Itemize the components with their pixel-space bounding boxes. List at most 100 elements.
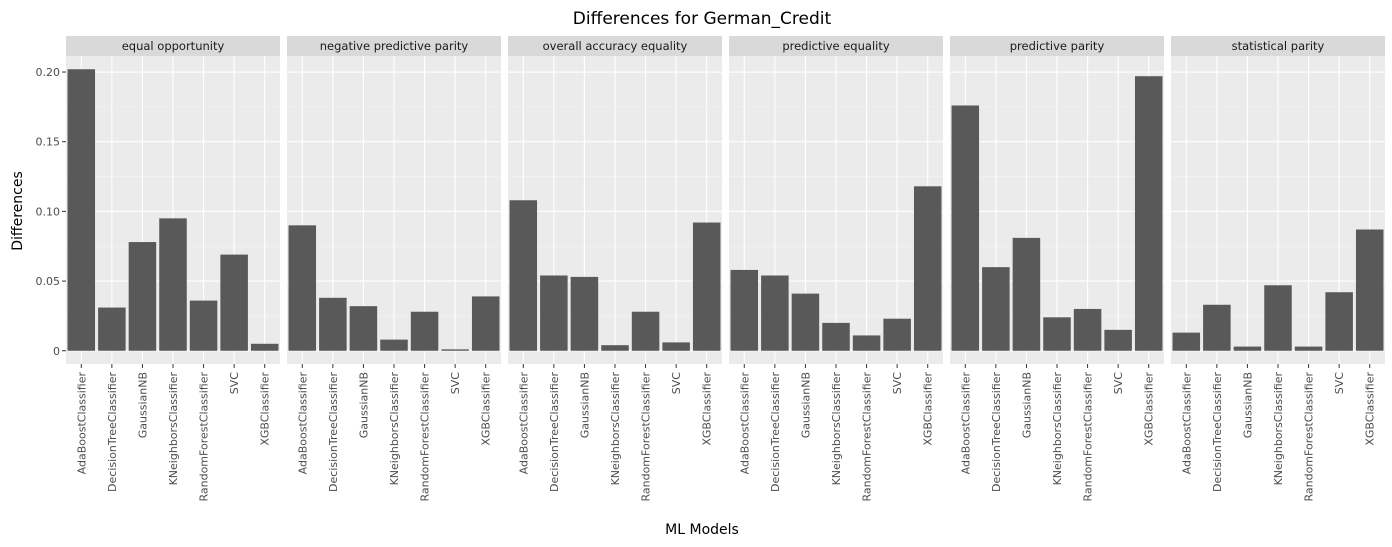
bar-equal-opportunity-svc <box>220 254 248 351</box>
y-tick-label: 0.10 <box>36 205 61 218</box>
bar-predictive-equality-xgbclassifier <box>913 186 942 351</box>
x-tick-label: GaussianNB <box>1241 372 1254 438</box>
x-tick-label: XGBClassifier <box>922 372 935 446</box>
bar-overall-accuracy-equality-kneighborsclassifier <box>601 345 629 351</box>
bar-equal-opportunity-xgbclassifier <box>250 343 279 351</box>
x-tick-label: KNeighborsClassifier <box>1051 372 1064 486</box>
x-tick-label: KNeighborsClassifier <box>388 372 401 486</box>
x-tick-label: RandomForestClassifier <box>1303 372 1316 502</box>
facet-strip <box>508 36 722 56</box>
bar-overall-accuracy-equality-decisiontreeclassifier <box>540 275 568 351</box>
bar-overall-accuracy-equality-randomforestclassifier <box>631 311 660 351</box>
facet-strip-label: statistical parity <box>1232 39 1325 53</box>
x-tick-label: RandomForestClassifier <box>419 372 432 502</box>
bar-equal-opportunity-gaussiannb <box>128 242 157 351</box>
x-tick-label: GaussianNB <box>799 372 812 438</box>
facet-strip-label: predictive parity <box>1010 39 1105 53</box>
facet-panel-overall-accuracy-equality: overall accuracy equality AdaBoostClassif… <box>508 36 722 502</box>
bar-overall-accuracy-equality-adaboostclassifier <box>509 200 538 351</box>
bar-predictive-parity-decisiontreeclassifier <box>982 267 1010 351</box>
bar-statistical-parity-gaussiannb <box>1233 346 1262 351</box>
facet-strip-label: equal opportunity <box>122 39 225 53</box>
facet-panel-equal-opportunity: equal opportunity AdaBoostClassifier Decis… <box>66 36 280 502</box>
facet-strip-label: negative predictive parity <box>320 39 469 53</box>
x-tick-label: AdaBoostClassifier <box>959 372 972 475</box>
facet-panel-predictive-equality: predictive equality AdaBoostClassifier Dec… <box>729 36 943 502</box>
facet-panel-predictive-parity: predictive parity AdaBoostClassifier Decis… <box>950 36 1164 502</box>
bar-negative-predictive-parity-adaboostclassifier <box>288 225 317 351</box>
x-tick-label: DecisionTreeClassifier <box>769 372 782 492</box>
bar-equal-opportunity-randomforestclassifier <box>189 300 218 351</box>
x-tick-label: RandomForestClassifier <box>198 372 211 502</box>
x-tick-label: SVC <box>670 372 683 395</box>
x-tick-label: KNeighborsClassifier <box>830 372 843 486</box>
x-tick-label: XGBClassifier <box>1143 372 1156 446</box>
x-tick-label: DecisionTreeClassifier <box>1211 372 1224 492</box>
x-axis-title: ML Models <box>665 522 739 538</box>
bar-negative-predictive-parity-gaussiannb <box>349 306 378 351</box>
x-tick-label: KNeighborsClassifier <box>167 372 180 486</box>
x-tick-label: XGBClassifier <box>480 372 493 446</box>
x-tick-label: KNeighborsClassifier <box>1272 372 1285 486</box>
bar-overall-accuracy-equality-svc <box>662 342 690 351</box>
x-tick-label: XGBClassifier <box>1364 372 1377 446</box>
x-tick-label: GaussianNB <box>578 372 591 438</box>
x-tick-label: AdaBoostClassifier <box>1180 372 1193 475</box>
facet-strip <box>1171 36 1385 56</box>
bar-predictive-parity-svc <box>1104 329 1132 351</box>
x-tick-label: RandomForestClassifier <box>640 372 653 502</box>
x-tick-label: KNeighborsClassifier <box>609 372 622 486</box>
x-tick-label: SVC <box>1333 372 1346 395</box>
bar-negative-predictive-parity-svc <box>441 349 469 351</box>
facet-panels: equal opportunity AdaBoostClassifier Decis… <box>66 36 1385 502</box>
bar-predictive-equality-gaussiannb <box>791 293 820 351</box>
bar-predictive-equality-decisiontreeclassifier <box>761 275 789 351</box>
y-tick-label: 0 <box>53 345 60 358</box>
bar-overall-accuracy-equality-gaussiannb <box>570 276 599 351</box>
facet-panel-negative-predictive-parity: negative predictive parity AdaBoostClassi… <box>287 36 501 502</box>
bar-negative-predictive-parity-kneighborsclassifier <box>380 339 408 351</box>
x-tick-label: RandomForestClassifier <box>1082 372 1095 502</box>
facet-strip <box>950 36 1164 56</box>
bar-predictive-parity-adaboostclassifier <box>951 105 980 351</box>
x-tick-label: AdaBoostClassifier <box>738 372 751 475</box>
x-tick-label: DecisionTreeClassifier <box>327 372 340 492</box>
x-tick-label: DecisionTreeClassifier <box>106 372 119 492</box>
bar-negative-predictive-parity-decisiontreeclassifier <box>319 297 347 351</box>
bar-equal-opportunity-kneighborsclassifier <box>159 218 187 351</box>
x-tick-label: SVC <box>228 372 241 395</box>
bar-equal-opportunity-decisiontreeclassifier <box>98 307 126 351</box>
bar-overall-accuracy-equality-xgbclassifier <box>692 222 721 351</box>
facet-strip-label: overall accuracy equality <box>543 39 688 53</box>
bar-equal-opportunity-adaboostclassifier <box>67 69 96 351</box>
x-tick-label: SVC <box>891 372 904 395</box>
y-tick-label: 0.15 <box>36 136 61 149</box>
bar-statistical-parity-kneighborsclassifier <box>1264 285 1292 351</box>
bar-predictive-equality-kneighborsclassifier <box>822 322 850 351</box>
x-tick-label: SVC <box>449 372 462 395</box>
x-tick-label: XGBClassifier <box>701 372 714 446</box>
x-tick-label: RandomForestClassifier <box>861 372 874 502</box>
bar-statistical-parity-xgbclassifier <box>1355 229 1384 351</box>
x-tick-label: SVC <box>1112 372 1125 395</box>
y-tick-label: 0.20 <box>36 66 61 79</box>
bar-predictive-parity-xgbclassifier <box>1134 76 1163 351</box>
bar-statistical-parity-svc <box>1325 292 1353 351</box>
bar-predictive-parity-kneighborsclassifier <box>1043 317 1071 351</box>
y-axis: 0 0.05 0.10 0.15 0.20 <box>36 66 66 358</box>
y-tick-label: 0.05 <box>36 275 61 288</box>
x-tick-label: AdaBoostClassifier <box>296 372 309 475</box>
facet-strip <box>287 36 501 56</box>
facet-strip-label: predictive equality <box>782 39 890 53</box>
x-tick-label: GaussianNB <box>1020 372 1033 438</box>
x-tick-label: AdaBoostClassifier <box>75 372 88 475</box>
bar-negative-predictive-parity-randomforestclassifier <box>410 311 439 351</box>
bar-predictive-equality-adaboostclassifier <box>730 269 759 351</box>
x-tick-label: DecisionTreeClassifier <box>548 372 561 492</box>
bar-predictive-parity-randomforestclassifier <box>1073 308 1102 351</box>
x-tick-label: DecisionTreeClassifier <box>990 372 1003 492</box>
bar-statistical-parity-randomforestclassifier <box>1294 346 1323 351</box>
bar-negative-predictive-parity-xgbclassifier <box>471 296 500 351</box>
x-tick-label: AdaBoostClassifier <box>517 372 530 475</box>
